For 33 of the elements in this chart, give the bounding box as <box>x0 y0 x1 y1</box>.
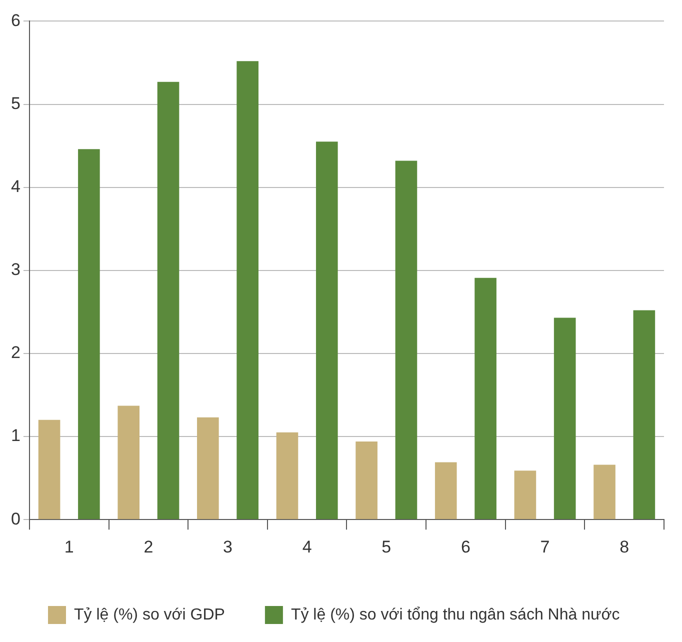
bar <box>594 464 616 520</box>
bar <box>434 462 457 520</box>
bar <box>554 318 576 520</box>
y-tick-label: 5 <box>10 94 20 113</box>
bar <box>118 406 140 520</box>
x-tick-label: 7 <box>540 537 550 556</box>
bar <box>474 278 496 520</box>
bar <box>395 160 418 520</box>
bar <box>78 149 100 520</box>
bar <box>276 432 298 520</box>
bar <box>356 442 378 520</box>
x-tick-label: 1 <box>64 537 74 556</box>
bar <box>197 417 219 520</box>
y-tick-label: 0 <box>10 509 20 528</box>
y-tick-label: 4 <box>10 177 20 196</box>
legend-label: Tỷ lệ (%) so với tổng thu ngân sách Nhà nước <box>290 606 620 624</box>
bar <box>633 310 656 520</box>
bar <box>236 61 258 520</box>
y-tick-label: 1 <box>10 426 20 446</box>
bar <box>38 420 60 520</box>
x-tick-label: 8 <box>620 537 630 556</box>
y-tick-label: 6 <box>10 10 20 30</box>
bar <box>316 142 338 520</box>
x-tick-label: 5 <box>382 537 392 556</box>
x-tick-label: 2 <box>144 537 154 556</box>
x-tick-label: 4 <box>302 537 312 556</box>
y-tick-label: 2 <box>10 343 20 362</box>
bar <box>157 82 180 520</box>
x-tick-label: 6 <box>460 537 470 556</box>
x-tick-label: 3 <box>223 537 232 556</box>
y-tick-label: 3 <box>10 260 20 280</box>
legend-label: Tỷ lệ (%) so với GDP <box>74 606 225 624</box>
bar <box>514 470 536 520</box>
